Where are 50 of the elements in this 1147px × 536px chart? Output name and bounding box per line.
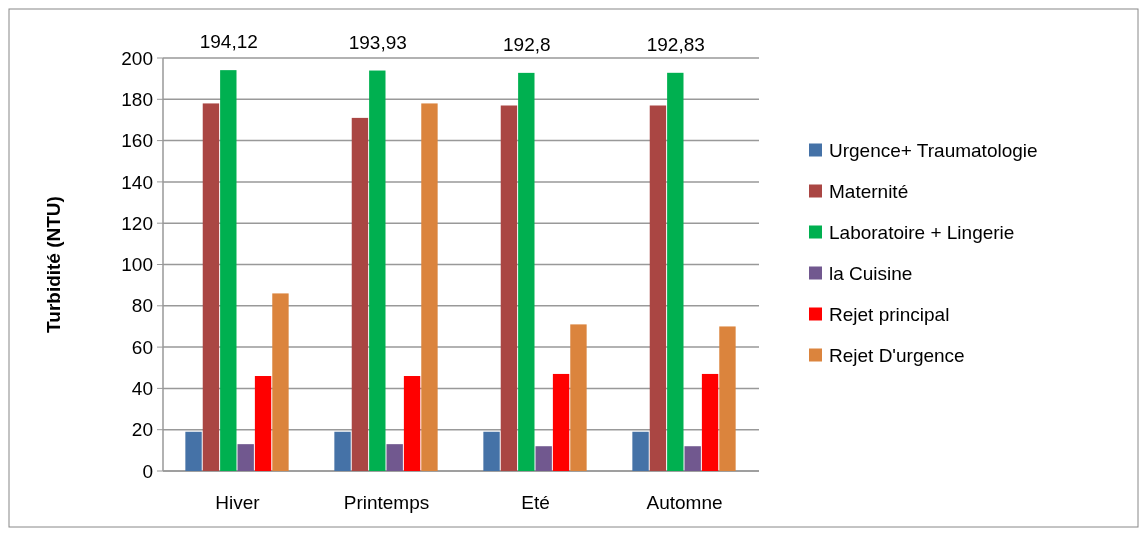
bar (220, 70, 237, 471)
bar (202, 103, 220, 471)
legend-label: Rejet D'urgence (829, 345, 965, 367)
x-tick-label: Eté (521, 492, 550, 513)
bar (632, 431, 649, 471)
bar (518, 72, 535, 471)
y-tick-label: 100 (121, 254, 153, 276)
legend-label: la Cuisine (829, 263, 913, 285)
x-tick-label: Hiver (215, 492, 261, 513)
y-tick-label: 120 (121, 212, 153, 234)
bar (667, 72, 684, 471)
x-tick-label: Automne (646, 492, 723, 513)
bar (254, 376, 272, 471)
data-label: 192,8 (503, 33, 551, 55)
data-label: 192,83 (646, 33, 705, 55)
y-tick-label: 80 (131, 295, 153, 317)
bar (552, 373, 570, 471)
bar (500, 105, 518, 471)
y-tick-label: 200 (121, 47, 153, 69)
y-tick-label: 0 (142, 460, 153, 482)
bar (570, 324, 587, 471)
bar (237, 444, 254, 471)
bar (684, 446, 701, 471)
data-label: 193,93 (348, 31, 407, 53)
bar (649, 105, 667, 471)
bar (351, 117, 369, 471)
legend-label: Maternité (829, 181, 909, 203)
y-tick-label: 180 (121, 88, 153, 110)
bar (369, 70, 386, 471)
legend-label: Rejet principal (829, 304, 950, 326)
legend-label: Urgence+ Traumatologie (829, 140, 1038, 162)
bar (421, 103, 438, 471)
y-tick-label: 160 (121, 130, 153, 152)
bar (386, 444, 403, 471)
y-axis-title: Turbidité (NTU) (43, 196, 64, 333)
bar (719, 326, 736, 471)
y-tick-label: 140 (121, 171, 153, 193)
legend-label: Laboratoire + Lingerie (829, 222, 1015, 244)
bar (701, 373, 719, 471)
y-tick-label: 60 (131, 336, 153, 358)
bar (185, 431, 202, 471)
y-tick-label: 20 (131, 419, 153, 441)
bar (403, 376, 421, 471)
data-label: 194,12 (199, 31, 258, 53)
y-tick-label: 40 (131, 378, 153, 400)
bar (535, 446, 552, 471)
bar (272, 293, 289, 471)
bar (483, 431, 500, 471)
x-tick-label: Printemps (343, 492, 430, 513)
bar (334, 431, 351, 471)
